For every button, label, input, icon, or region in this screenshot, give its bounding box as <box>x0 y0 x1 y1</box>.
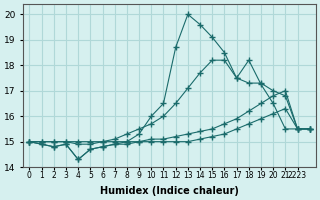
X-axis label: Humidex (Indice chaleur): Humidex (Indice chaleur) <box>100 186 239 196</box>
